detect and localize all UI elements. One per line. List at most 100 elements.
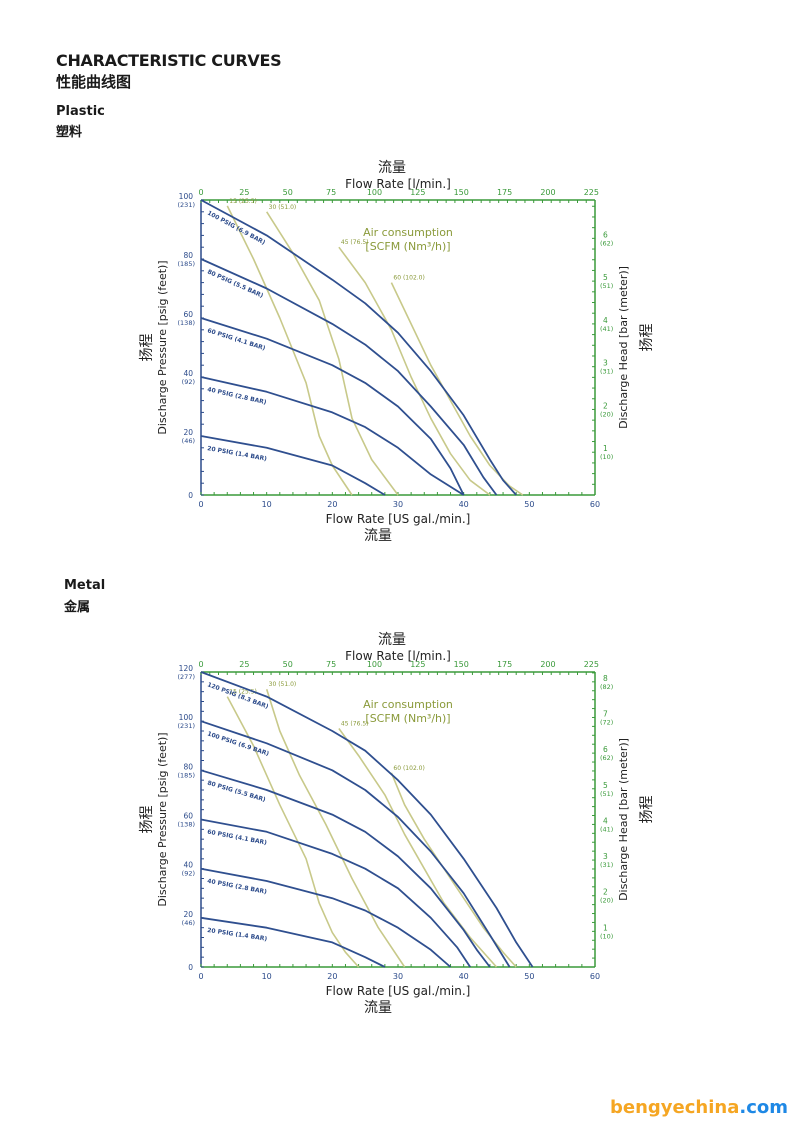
plastic-series-40-psig-2-8-bar <box>200 376 465 496</box>
metal-air-line-label: 45 (76.5) <box>341 721 369 728</box>
plastic-x-tick-label: 20 <box>327 500 337 509</box>
metal-y-axis-label: Discharge Pressure [psig (feet)] <box>156 732 169 906</box>
plastic-air-line-45-76-5 <box>338 246 491 496</box>
metal-y-tick-label: 60 <box>183 812 193 821</box>
section-label-metal: Metal <box>64 578 106 593</box>
plastic-right-tick-label: 1 <box>603 444 608 453</box>
metal-right-tick-label: 6 <box>603 745 608 754</box>
metal-series-100-psig-6-9-bar <box>200 720 511 968</box>
plastic-right-tick-sublabel: (41) <box>600 325 613 333</box>
plastic-y-tick-label: 40 <box>183 369 193 378</box>
plastic-right-axis-label: Discharge Head [bar (meter)] <box>617 266 630 429</box>
metal-top-tick-label: 50 <box>283 660 293 669</box>
plastic-right-tick-sublabel: (62) <box>600 239 613 247</box>
metal-top-tick-label: 150 <box>454 660 469 669</box>
metal-air-legend-units: [SCFM (Nm³/h)] <box>365 712 450 725</box>
metal-y-tick-sublabel: (46) <box>182 919 195 927</box>
metal-right-tick-label: 1 <box>603 923 608 932</box>
plastic-y-tick-label: 100 <box>179 192 194 201</box>
plastic-series-label: 60 PSIG (4.1 BAR) <box>206 327 266 352</box>
plastic-y-tick-label: 60 <box>183 310 193 319</box>
metal-series-label: 40 PSIG (2.8 BAR) <box>207 878 268 896</box>
metal-series-label: 20 PSIG (1.4 BAR) <box>207 927 268 943</box>
plastic-y-axis-label-zh: 扬程 <box>139 334 155 362</box>
plastic-right-tick-sublabel: (51) <box>600 282 613 290</box>
metal-top-title-zh: 流量 <box>378 632 406 648</box>
plastic-x-axis-label-zh: 流量 <box>364 528 392 544</box>
metal-x-tick-label: 10 <box>262 972 272 981</box>
plastic-right-tick-sublabel: (10) <box>600 453 613 461</box>
metal-series-60-psig-4-1-bar <box>200 818 471 968</box>
section-label-metal-zh: 金属 <box>64 600 91 615</box>
plastic-right-tick-sublabel: (31) <box>600 368 613 376</box>
plastic-right-tick-label: 5 <box>603 273 608 282</box>
plastic-top-tick-label: 125 <box>410 188 425 197</box>
metal-top-tick-label: 225 <box>584 660 599 669</box>
plastic-top-tick-label: 75 <box>326 188 336 197</box>
metal-right-tick-label: 3 <box>603 852 608 861</box>
metal-series-20-psig-1-4-bar <box>200 916 386 968</box>
plastic-right-tick-sublabel: (20) <box>600 410 613 418</box>
metal-x-axis-label-zh: 流量 <box>364 1000 392 1016</box>
plastic-right-axis-label-zh: 扬程 <box>639 324 655 352</box>
metal-right-tick-sublabel: (51) <box>600 790 613 798</box>
plastic-top-axis-label: Flow Rate [l/min.] <box>345 177 451 191</box>
metal-air-line-30-51-0 <box>265 688 406 968</box>
plastic-x-tick-label: 50 <box>524 500 534 509</box>
metal-y-tick-label: 40 <box>183 861 193 870</box>
plastic-top-tick-label: 200 <box>540 188 555 197</box>
metal-x-tick-label: 0 <box>198 972 203 981</box>
metal-right-tick-sublabel: (31) <box>600 861 613 869</box>
metal-right-tick-sublabel: (72) <box>600 718 613 726</box>
metal-top-tick-label: 75 <box>326 660 336 669</box>
metal-right-tick-label: 4 <box>603 816 608 825</box>
plastic-series-80-psig-5-5-bar <box>200 258 498 496</box>
plastic-series-60-psig-4-1-bar <box>200 317 465 496</box>
plastic-top-tick-label: 25 <box>239 188 249 197</box>
section-label-plastic: Plastic <box>56 104 105 119</box>
plastic-air-line-label: 60 (102.0) <box>393 275 424 282</box>
metal-right-tick-sublabel: (20) <box>600 897 613 905</box>
metal-x-tick-label: 60 <box>590 972 600 981</box>
metal-air-line-60-102-0 <box>390 772 517 968</box>
plastic-x-tick-label: 10 <box>262 500 272 509</box>
plastic-x-tick-label: 0 <box>198 500 203 509</box>
metal-series-label: 80 PSIG (5.5 BAR) <box>206 780 266 804</box>
plastic-right-tick-label: 6 <box>603 230 608 239</box>
watermark: bengyechina.com <box>610 1097 788 1118</box>
metal-series-40-psig-2-8-bar <box>200 867 452 968</box>
plastic-y-tick-sublabel: (46) <box>182 437 195 445</box>
plastic-air-line-label: 15 (25.5) <box>229 198 257 205</box>
metal-air-line-label: 15 (25.5) <box>229 689 257 696</box>
metal-y-tick-label: 0 <box>188 963 193 972</box>
plastic-series-label: 20 PSIG (1.4 BAR) <box>207 445 268 463</box>
metal-y-tick-label: 80 <box>183 762 193 771</box>
metal-y-tick-sublabel: (92) <box>182 870 195 878</box>
plastic-y-tick-label: 80 <box>183 251 193 260</box>
metal-top-tick-label: 25 <box>239 660 249 669</box>
metal-y-axis-label-zh: 扬程 <box>139 806 155 834</box>
plastic-y-tick-sublabel: (231) <box>178 201 195 209</box>
plastic-x-axis-label: Flow Rate [US gal./min.] <box>326 512 471 526</box>
metal-y-tick-sublabel: (277) <box>178 673 195 681</box>
watermark-domain: .com <box>739 1097 788 1118</box>
plastic-x-tick-label: 60 <box>590 500 600 509</box>
metal-series-label: 60 PSIG (4.1 BAR) <box>207 829 268 847</box>
plastic-top-tick-label: 0 <box>198 188 203 197</box>
plastic-air-legend-title: Air consumption <box>363 226 453 239</box>
plastic-right-tick-label: 3 <box>603 359 608 368</box>
metal-x-axis-label: Flow Rate [US gal./min.] <box>326 984 471 998</box>
plastic-top-tick-label: 225 <box>584 188 599 197</box>
metal-x-tick-label: 30 <box>393 972 403 981</box>
metal-air-line-label: 60 (102.0) <box>393 765 424 772</box>
plastic-y-tick-sublabel: (138) <box>178 319 195 327</box>
plastic-series-100-psig-6-9-bar <box>200 199 517 496</box>
plastic-series-label: 100 PSIG (6.9 BAR) <box>206 210 266 247</box>
metal-top-tick-label: 100 <box>367 660 382 669</box>
metal-air-legend-title: Air consumption <box>363 698 453 711</box>
metal-x-tick-label: 50 <box>524 972 534 981</box>
plastic-top-tick-label: 50 <box>283 188 293 197</box>
metal-top-tick-label: 200 <box>540 660 555 669</box>
plastic-y-tick-sublabel: (185) <box>178 260 195 268</box>
